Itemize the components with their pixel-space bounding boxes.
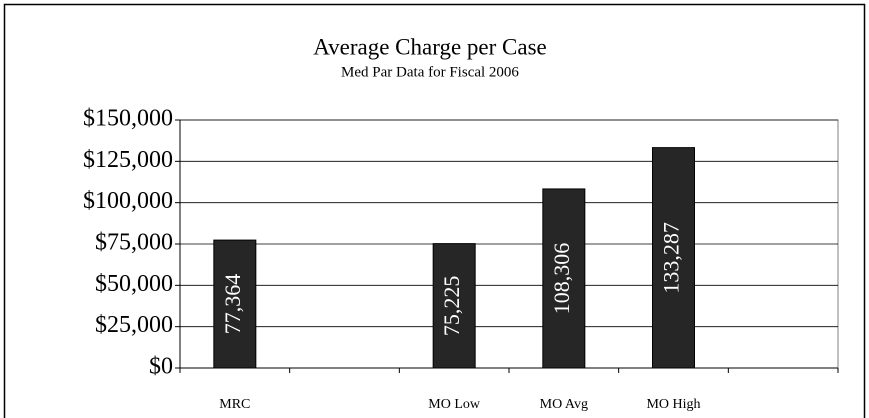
bar xyxy=(652,147,695,369)
y-tick-label: $25,000 xyxy=(95,312,173,338)
chart-title: Average Charge per Case xyxy=(313,34,547,59)
y-tick-label: $50,000 xyxy=(95,271,173,297)
x-tick-label: MO Low xyxy=(428,397,481,412)
y-tick-label: $125,000 xyxy=(83,147,173,173)
x-tick-label: MO Avg xyxy=(540,397,588,412)
y-tick-label: $0 xyxy=(149,354,173,380)
value-label: 75,225 xyxy=(439,276,464,337)
x-tick-label: MRC xyxy=(219,397,250,412)
bar xyxy=(213,239,257,369)
y-tick-label: $75,000 xyxy=(95,230,173,256)
bar xyxy=(542,188,586,369)
value-label: 133,287 xyxy=(659,222,684,294)
chart-subtitle: Med Par Data for Fiscal 2006 xyxy=(341,64,519,80)
value-label: 77,364 xyxy=(220,274,245,335)
x-tick-label: MO High xyxy=(646,397,700,412)
y-tick-label: $150,000 xyxy=(83,106,173,132)
value-label: 108,306 xyxy=(549,243,574,315)
y-tick-label: $100,000 xyxy=(83,188,173,214)
